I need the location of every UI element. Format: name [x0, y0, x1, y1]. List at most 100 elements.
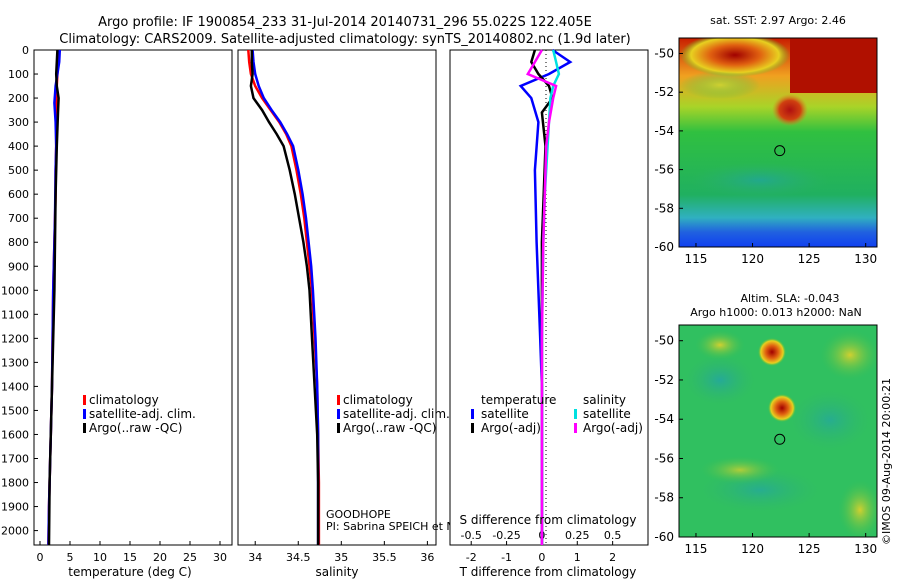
depth-tick-label: 1000 — [1, 284, 29, 297]
depth-tick-label: 2000 — [1, 525, 29, 538]
legend-label-sal-argo: Argo(-adj) — [583, 421, 643, 435]
s-tick-label: -0.5 — [460, 529, 481, 542]
x-tick-label: 35 — [334, 551, 348, 564]
legend-title-salinity: salinity — [583, 393, 626, 407]
legend-swatch-argo — [83, 423, 86, 433]
header-subtitle: Climatology: CARS2009. Satellite-adjuste… — [59, 32, 631, 47]
lat-tick-label: -58 — [654, 491, 674, 505]
lon-tick-label: 120 — [741, 252, 764, 266]
sst-field — [679, 38, 877, 247]
depth-tick-label: 500 — [8, 164, 29, 177]
lat-tick-label: -54 — [654, 124, 674, 138]
legend-label-argo: Argo(..raw -QC) — [89, 421, 182, 435]
sst-front — [680, 71, 760, 99]
argo-float-marker — [774, 433, 786, 445]
depth-tick-label: 700 — [8, 212, 29, 225]
legend-label-argo: Argo(..raw -QC) — [343, 421, 436, 435]
legend-swatch-sal-satellite — [574, 409, 577, 419]
lat-tick-label: -56 — [654, 163, 674, 177]
depth-tick-label: 400 — [8, 140, 29, 153]
sla-high-region — [700, 456, 780, 484]
s-tick-label: 0.5 — [604, 529, 622, 542]
x-tick-label: 0 — [538, 551, 545, 564]
sst-eddy — [772, 94, 808, 126]
salinity-legend: climatology satellite-adj. clim. Argo(..… — [337, 393, 450, 435]
lon-tick-label: 125 — [798, 542, 821, 556]
legend-swatch-climatology — [337, 395, 340, 405]
lat-tick-label: -50 — [654, 334, 674, 348]
depth-tick-label: 1100 — [1, 308, 29, 321]
lat-tick-label: -58 — [654, 201, 674, 215]
salinity-series — [247, 49, 321, 545]
x-tick-label: 5 — [67, 551, 74, 564]
lat-tick-label: -50 — [654, 46, 674, 60]
salinity-xlabel: salinity — [315, 565, 358, 579]
salinity-panel: 34 34.5 35 35.5 36 salinity climatology sate… — [237, 49, 525, 579]
legend-swatch-temp-argo — [471, 423, 474, 433]
x-tick-label: 10 — [93, 551, 107, 564]
x-tick-label: 30 — [213, 551, 227, 564]
series-line-argo-raw-qc- — [47, 49, 60, 546]
legend-label-climatology: climatology — [343, 393, 413, 407]
lon-tick-label: 120 — [741, 542, 764, 556]
temperature-legend: climatology satellite-adj. clim. Argo(..… — [83, 393, 196, 435]
lat-tick-label: -52 — [654, 85, 674, 99]
sla-low-region — [790, 390, 870, 450]
x-tick-label: 35.5 — [372, 551, 397, 564]
x-tick-label: 36 — [420, 551, 434, 564]
depth-tick-label: 1900 — [1, 501, 29, 514]
sst-warm-eddy — [680, 38, 790, 77]
sst-map-panel: sat. SST: 2.97 Argo: 2.46 115 120 125 130 -5… — [654, 14, 878, 266]
x-tick-label: 25 — [183, 551, 197, 564]
legend-label-satellite: satellite-adj. clim. — [343, 407, 450, 421]
legend-label-satellite: satellite-adj. clim. — [89, 407, 196, 421]
sla-high-region — [820, 330, 877, 380]
legend-swatch-argo — [337, 423, 340, 433]
sla-high-region — [838, 480, 877, 537]
difference-legend: temperature satellite Argo(-adj) salinit… — [471, 393, 643, 435]
temperature-series — [47, 49, 62, 546]
project-name: GOODHOPE — [326, 508, 391, 521]
sst-cool-region — [690, 162, 830, 198]
legend-label-sal-satellite: satellite — [583, 407, 631, 421]
depth-tick-label: 800 — [8, 236, 29, 249]
lon-tick-label: 130 — [854, 252, 877, 266]
sst-warm-region — [790, 38, 877, 93]
depth-tick-label: 0 — [22, 44, 29, 57]
temperature-x-axis: 0 5 10 15 20 25 30 — [37, 541, 227, 564]
sla-warm-eddy — [768, 394, 796, 422]
sla-map-subtitle: Argo h1000: 0.013 h2000: NaN — [690, 306, 862, 319]
temperature-xlabel: temperature (deg C) — [68, 565, 191, 579]
temperature-plot-frame — [33, 49, 233, 546]
depth-tick-label: 600 — [8, 188, 29, 201]
s-tick-label: 0.25 — [565, 529, 590, 542]
depth-tick-label: 1400 — [1, 380, 29, 393]
sla-field — [679, 325, 877, 537]
x-tick-label: 15 — [123, 551, 137, 564]
legend-label-temp-satellite: satellite — [481, 407, 529, 421]
lon-tick-label: 125 — [798, 252, 821, 266]
difference-xlabel: T difference from climatology — [459, 565, 637, 579]
depth-tick-label: 1500 — [1, 404, 29, 417]
sla-map-title: Altim. SLA: -0.043 — [740, 292, 839, 305]
legend-swatch-sal-argo — [574, 423, 577, 433]
series-line-salinity-argo-adj- — [525, 49, 558, 545]
lat-tick-label: -52 — [654, 373, 674, 387]
sst-map-frame — [678, 37, 878, 248]
salinity-difference-label: S difference from climatology — [460, 513, 637, 527]
legend-title-temperature: temperature — [481, 393, 556, 407]
lon-tick-label: 115 — [685, 542, 708, 556]
depth-tick-label: 1700 — [1, 452, 29, 465]
depth-tick-label: 1300 — [1, 356, 29, 369]
legend-swatch-satellite — [83, 409, 86, 419]
lon-tick-label: 130 — [854, 542, 877, 556]
legend-swatch-satellite — [337, 409, 340, 419]
lat-tick-label: -54 — [654, 412, 674, 426]
sst-map-axes: 115 120 125 130 -50 -52 -54 -56 -58 -60 — [654, 46, 877, 266]
legend-label-temp-argo: Argo(-adj) — [481, 421, 541, 435]
x-tick-label: 34.5 — [286, 551, 311, 564]
depth-tick-label: 1600 — [1, 428, 29, 441]
s-tick-label: -0.25 — [492, 529, 520, 542]
argo-float-marker — [774, 145, 786, 157]
